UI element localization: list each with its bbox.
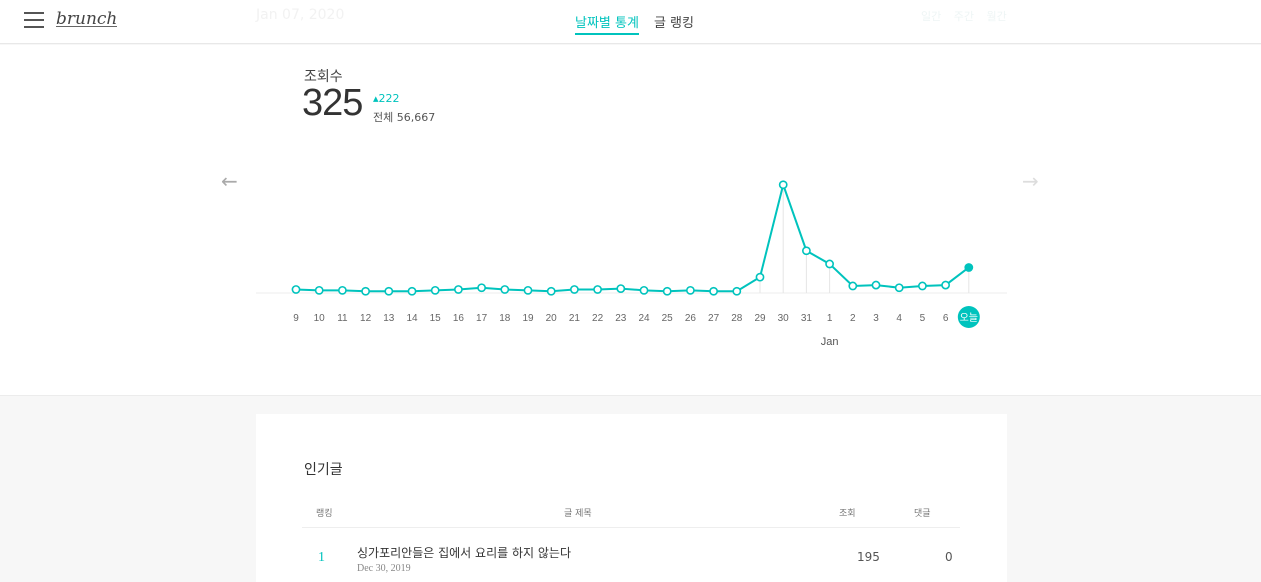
header-views: 조회 (839, 509, 856, 519)
x-tick-label: 29 (754, 313, 766, 324)
chart-point (477, 283, 486, 293)
x-tick-label: 16 (453, 313, 465, 324)
header-comments: 댓글 (914, 509, 931, 519)
chart-point (546, 286, 556, 296)
chart-point (384, 286, 394, 296)
x-tick-label: 11 (337, 313, 348, 324)
chart-point (500, 285, 510, 294)
x-tick-label: 25 (662, 313, 674, 324)
today-badge (957, 306, 980, 328)
period-weekly[interactable]: 주간 (953, 10, 974, 23)
chart-point (523, 285, 533, 295)
x-tick-label: 19 (522, 313, 534, 324)
x-tick-label: 30 (778, 313, 790, 324)
header-post-title: 글 제목 (564, 509, 592, 519)
x-tick-label: 28 (731, 313, 743, 324)
header-rank: 랭킹 (316, 509, 333, 519)
x-tick-label: 24 (638, 313, 650, 324)
chart-point (871, 280, 881, 290)
chart-point (894, 283, 904, 293)
chart-point (337, 285, 347, 295)
x-tick-label: 4 (896, 313, 902, 324)
tab-post-ranking[interactable]: 글 랭킹 (653, 16, 694, 31)
table-row[interactable]: 1 싱가포리안들은 집에서 요리를 하지 않는다 Dec 30, 2019 19… (302, 539, 960, 582)
chart-point (686, 285, 695, 295)
chart-point (709, 286, 718, 296)
x-tick-label: 26 (685, 313, 697, 324)
chart-point (361, 286, 370, 296)
popular-posts-title: 인기글 (304, 462, 343, 478)
chart-point (639, 285, 649, 295)
chart-point (291, 285, 301, 294)
metric-change: ▴222 (373, 92, 400, 105)
x-tick-label: 2 (850, 313, 856, 324)
chart-point (778, 180, 788, 190)
chart-point (314, 285, 324, 295)
chart-point (964, 263, 974, 272)
hamburger-menu-icon[interactable] (24, 12, 44, 29)
x-tick-label: 15 (430, 313, 442, 324)
chart-point (453, 285, 463, 294)
chart-point (430, 285, 440, 295)
post-views: 195 (857, 550, 880, 564)
chart-point (918, 281, 927, 291)
chart-point (616, 284, 626, 293)
x-tick-label: 27 (708, 313, 720, 324)
chart-point (407, 286, 417, 296)
x-tick-label: 18 (499, 313, 511, 324)
x-tick-label: 10 (314, 313, 326, 324)
x-tick-label: 1 (827, 313, 833, 324)
period-monthly[interactable]: 월간 (986, 10, 1007, 23)
metric-value: 325 (302, 82, 363, 124)
x-tick-label: 31 (801, 313, 813, 324)
views-line-chart: 9 10 11 12 13 14 15 16 17 18 19 20 21 22 23 24 25 26 27 28 2… (256, 180, 1007, 348)
post-date: Dec 30, 2019 (357, 563, 411, 574)
brunch-logo[interactable]: brunch (56, 9, 118, 29)
x-tick-label: 17 (476, 313, 488, 324)
popular-table-header: 랭킹 글 제목 조회 댓글 (302, 498, 960, 528)
chart-point (848, 281, 858, 291)
chart-point (593, 285, 602, 294)
chart-point (570, 285, 579, 294)
chart-point (732, 286, 742, 296)
chart-point (755, 272, 765, 282)
next-arrow-icon[interactable]: → (1022, 169, 1039, 193)
x-tick-label-today: 오늘 (960, 312, 978, 324)
post-rank: 1 (318, 550, 325, 565)
views-chart-panel: 조회수 325 ▴222 전체 56,667 9 10 11 12 13 14 15 16 17… (0, 45, 1261, 396)
chart-point (662, 286, 672, 296)
chart-point (825, 259, 834, 269)
post-comments: 0 (945, 550, 953, 564)
selected-date: Jan 07, 2020 (256, 7, 345, 23)
metric-total: 전체 56,667 (373, 111, 436, 124)
x-tick-label: 23 (615, 313, 627, 324)
chart-point (941, 280, 950, 290)
x-tick-label: 14 (406, 313, 418, 324)
period-selector[interactable]: 일간 주간 월간 (921, 8, 1016, 24)
chart-point (802, 246, 811, 256)
month-label: Jan (821, 336, 839, 348)
previous-arrow-icon[interactable]: ← (221, 169, 238, 193)
metric-change-value: 222 (378, 92, 400, 105)
x-tick-label: 12 (360, 313, 372, 324)
x-tick-label: 13 (383, 313, 395, 324)
x-tick-label: 3 (873, 313, 879, 324)
x-tick-label: 5 (920, 313, 926, 324)
x-tick-label: 20 (546, 313, 558, 324)
x-tick-label: 21 (569, 313, 581, 324)
up-triangle-icon: ▴ (373, 92, 379, 105)
top-header: brunch Jan 07, 2020 일간 주간 월간 날짜별 통계 글 랭킹 (0, 0, 1261, 44)
x-tick-label: 9 (293, 313, 299, 324)
popular-posts-card: 인기글 랭킹 글 제목 조회 댓글 1 싱가포리안들은 집에서 요리를 하지 않… (256, 414, 1007, 582)
period-daily[interactable]: 일간 (921, 10, 942, 23)
tab-daily-stats[interactable]: 날짜별 통계 (575, 12, 639, 35)
x-tick-label: 22 (592, 313, 604, 324)
chart-series-line (295, 181, 970, 293)
post-title-link[interactable]: 싱가포리안들은 집에서 요리를 하지 않는다 (357, 546, 571, 560)
x-tick-label: 6 (943, 313, 949, 324)
metric-label: 조회수 (304, 69, 343, 85)
stats-tabs: 날짜별 통계 글 랭킹 (575, 12, 694, 35)
